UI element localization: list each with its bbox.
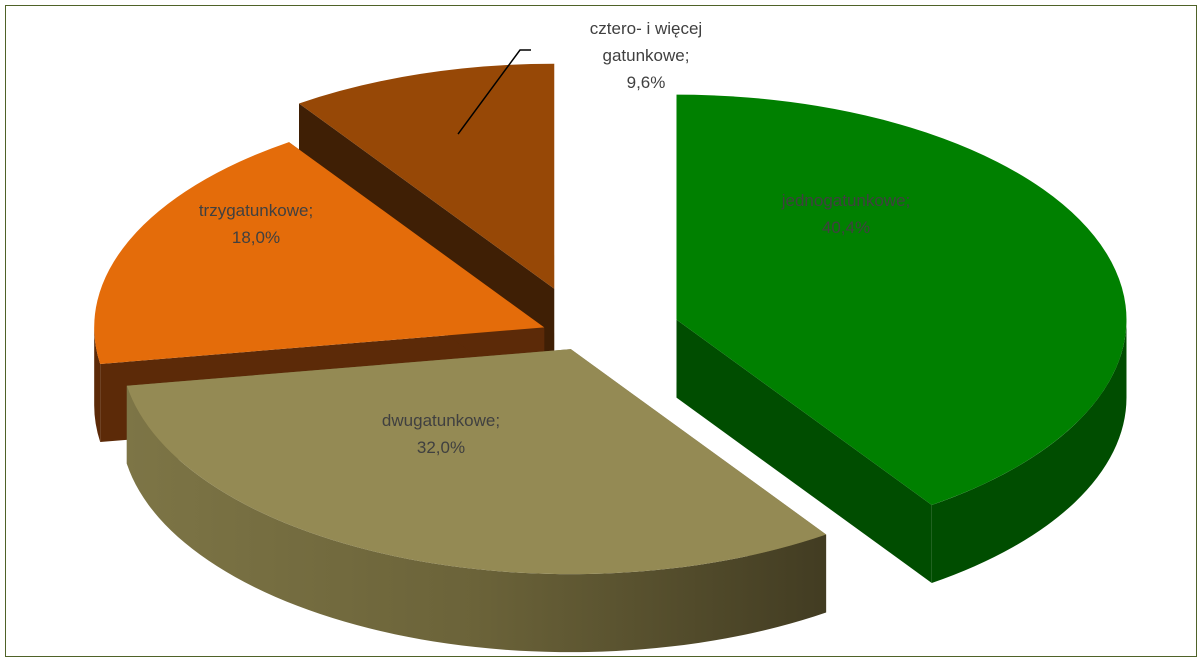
pie-slice-top (94, 142, 545, 364)
slice-label-line: gatunkowe; (603, 46, 690, 65)
slice-label-line: 18,0% (232, 228, 280, 247)
pie-slice-top (298, 63, 555, 289)
chart-area: jednogatunkowe; 40,4% dwugatunkowe; 32,0% tr… (5, 5, 1197, 657)
pie-slice-1 (676, 94, 1127, 583)
slice-label-line: trzygatunkowe; (199, 201, 313, 220)
slice-label-line: cztero- i więcej (590, 19, 702, 38)
pie-slice-wall (94, 327, 101, 442)
pie-slice-top (126, 349, 827, 575)
pie-slice-wall (126, 385, 827, 653)
slice-label-3: trzygatunkowe; 18,0% (199, 201, 313, 247)
slice-label-line: 32,0% (417, 438, 465, 457)
slice-label-line: 40,4% (822, 218, 870, 237)
pie-slice-top (676, 94, 1127, 505)
leader-line (457, 49, 531, 135)
pie-chart: jednogatunkowe; 40,4% dwugatunkowe; 32,0% tr… (94, 19, 1127, 653)
slice-label-1: jednogatunkowe; 40,4% (781, 191, 911, 237)
slice-label-4: cztero- i więcej gatunkowe; 9,6% (590, 19, 702, 92)
pie-slice-wall (931, 319, 1127, 583)
slice-label-line: jednogatunkowe; (781, 191, 911, 210)
slice-label-2: dwugatunkowe; 32,0% (382, 411, 500, 457)
pie-slice-2 (126, 349, 827, 653)
pie-slice-side (676, 319, 932, 583)
slice-label-line: 9,6% (627, 73, 666, 92)
slice-label-line: dwugatunkowe; (382, 411, 500, 430)
